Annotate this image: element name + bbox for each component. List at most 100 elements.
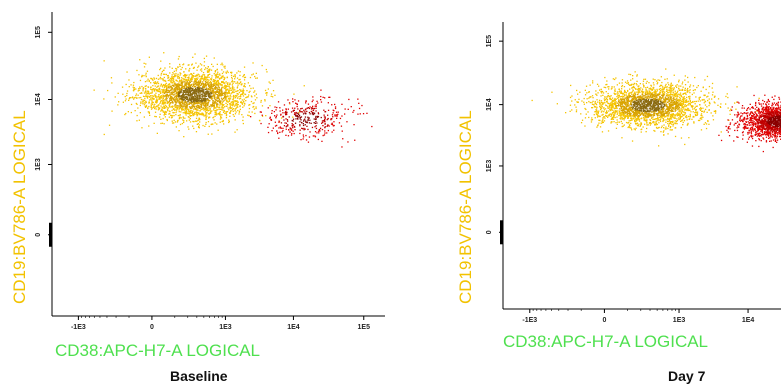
data-point	[214, 111, 216, 114]
data-point	[175, 110, 178, 112]
data-point	[597, 111, 599, 114]
data-point	[148, 80, 150, 83]
data-point	[194, 82, 197, 85]
data-point	[189, 106, 192, 108]
data-point	[253, 102, 255, 104]
data-point	[204, 110, 206, 112]
data-point	[220, 94, 223, 97]
data-point	[662, 88, 664, 91]
data-point	[264, 99, 266, 101]
data-point	[279, 131, 281, 133]
data-point	[207, 93, 209, 95]
data-point	[181, 108, 183, 110]
data-point	[674, 135, 677, 138]
data-point	[702, 86, 704, 89]
data-point	[283, 119, 285, 121]
data-point	[206, 78, 208, 80]
data-point	[161, 122, 164, 124]
data-point	[137, 90, 139, 92]
data-point	[635, 107, 637, 109]
data-point	[697, 85, 699, 87]
data-point	[169, 63, 171, 65]
data-point	[671, 113, 673, 115]
data-point	[304, 112, 306, 114]
data-point	[149, 95, 151, 98]
data-point	[204, 102, 207, 104]
data-point	[617, 112, 619, 114]
data-point	[611, 97, 614, 99]
data-point	[171, 67, 173, 69]
data-point	[151, 107, 153, 109]
data-point	[243, 105, 245, 107]
data-point	[203, 85, 205, 87]
data-point	[161, 99, 164, 101]
data-point	[195, 82, 198, 84]
data-point	[191, 78, 193, 80]
data-point	[163, 86, 166, 89]
data-point	[700, 108, 702, 110]
data-point	[666, 95, 668, 97]
data-point	[147, 107, 149, 110]
data-point	[609, 104, 611, 106]
data-point	[274, 125, 277, 127]
data-point	[173, 109, 176, 111]
data-point	[276, 130, 278, 132]
data-point	[639, 109, 641, 111]
data-point	[303, 127, 305, 130]
data-point	[182, 95, 184, 97]
data-point	[682, 96, 684, 98]
data-point	[292, 98, 294, 100]
data-point	[179, 95, 181, 97]
data-point	[185, 110, 188, 112]
data-point	[224, 84, 226, 87]
data-point	[679, 98, 682, 100]
data-point	[663, 88, 665, 90]
data-point	[682, 107, 684, 109]
data-point	[576, 89, 578, 92]
data-point	[640, 109, 643, 111]
data-point	[231, 91, 233, 94]
data-point	[303, 119, 305, 121]
data-point	[193, 114, 195, 116]
data-point	[671, 123, 673, 125]
data-point	[675, 95, 677, 97]
data-point	[324, 111, 326, 113]
data-point	[664, 96, 666, 98]
data-point	[279, 126, 281, 128]
data-point	[180, 80, 182, 82]
data-point	[219, 102, 221, 104]
data-point	[255, 107, 257, 110]
data-point	[655, 99, 657, 102]
data-point	[687, 123, 689, 126]
data-point	[218, 112, 221, 114]
data-point	[631, 97, 633, 100]
data-point	[190, 100, 192, 102]
data-point	[200, 81, 202, 83]
data-point	[699, 100, 701, 102]
data-point	[609, 98, 611, 101]
data-point	[118, 101, 120, 103]
data-point	[254, 112, 256, 115]
data-point	[240, 94, 242, 96]
data-point	[215, 76, 217, 79]
data-point	[682, 111, 684, 113]
data-point	[621, 125, 623, 128]
data-point	[165, 99, 167, 101]
data-point	[150, 77, 152, 80]
data-point	[695, 100, 697, 103]
data-point	[179, 83, 181, 85]
data-point	[194, 85, 197, 88]
data-point	[228, 89, 231, 91]
data-point	[305, 139, 308, 141]
data-point	[158, 93, 160, 96]
data-point	[339, 117, 342, 120]
data-point	[181, 87, 183, 89]
data-point	[178, 75, 180, 78]
data-point	[686, 109, 688, 111]
data-point	[645, 91, 647, 93]
data-point	[203, 90, 205, 92]
data-point	[681, 103, 683, 105]
data-point	[252, 106, 254, 108]
data-point	[292, 101, 294, 103]
data-point	[223, 109, 225, 112]
